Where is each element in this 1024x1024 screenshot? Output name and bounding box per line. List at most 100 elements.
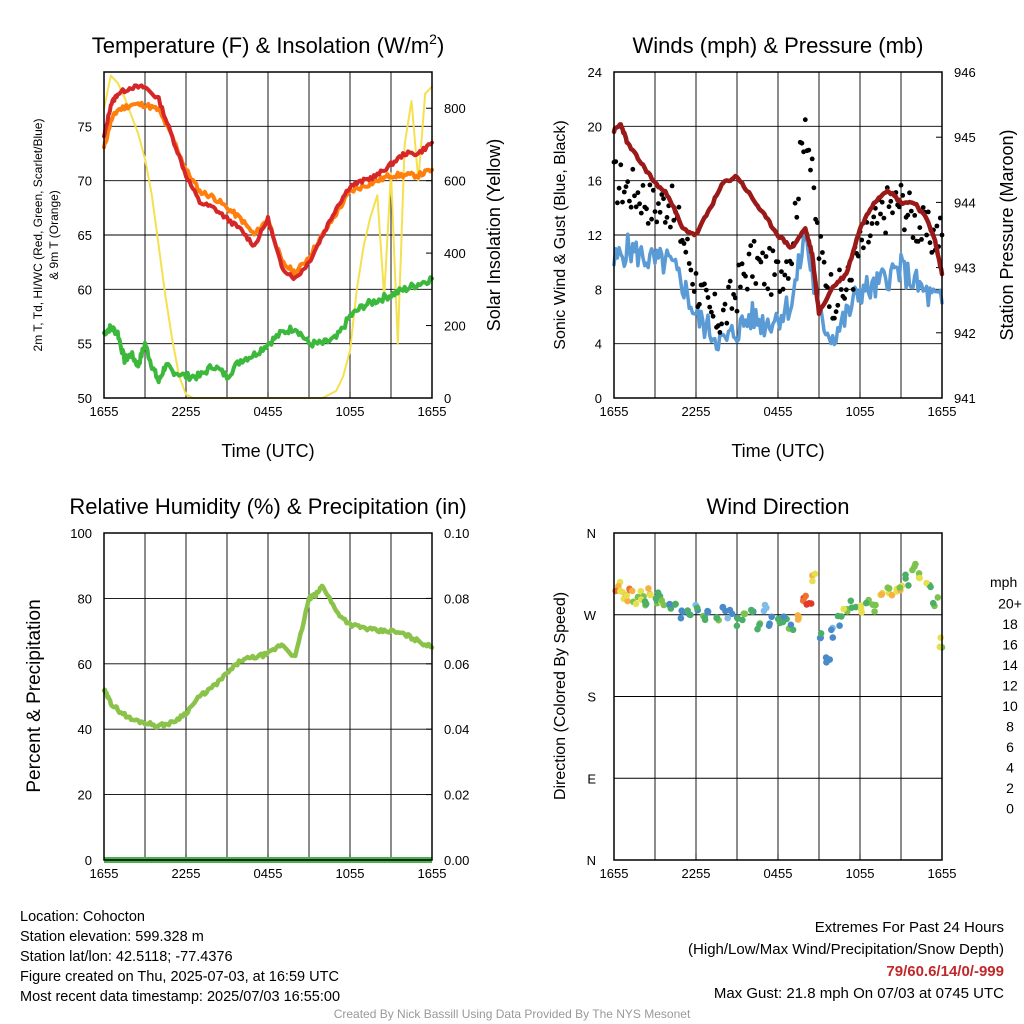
- gust-point: [724, 320, 730, 326]
- info-latlon: Station lat/lon: 42.5118; -77.4376: [20, 949, 233, 965]
- gust-point: [849, 277, 854, 283]
- wind-dir-point: [878, 591, 885, 598]
- y2-tick-label: 600: [444, 174, 466, 189]
- gust-point: [874, 220, 880, 226]
- wind-dir-point: [763, 604, 770, 612]
- y2-axis-label: Solar Insolation (Yellow): [484, 139, 504, 331]
- wind-dir-point: [838, 613, 845, 620]
- colorbar-label: 14: [1002, 657, 1018, 673]
- y2-tick-label: 946: [954, 65, 976, 80]
- wind-dir-point: [713, 614, 720, 622]
- gust-point: [760, 250, 765, 256]
- gust-point: [683, 249, 689, 255]
- x-tick-label: 2255: [172, 404, 201, 419]
- y-tick-label: 8: [595, 282, 602, 297]
- y2-tick-label: 0.04: [444, 722, 469, 737]
- y-tick-label: 70: [78, 174, 92, 189]
- x-axis-label: Time (UTC): [221, 441, 314, 461]
- y-tick-label: S: [587, 690, 596, 705]
- wind-dir-point: [923, 579, 930, 587]
- gust-point: [726, 284, 731, 290]
- wind-dir-point: [765, 622, 773, 629]
- y-tick-label: 75: [78, 119, 92, 134]
- gust-point: [621, 189, 627, 195]
- gust-point: [794, 214, 800, 220]
- wind-dir-point: [660, 601, 668, 609]
- wind-dir-point: [805, 600, 813, 607]
- colorbar-label: 0: [1006, 801, 1014, 817]
- y-tick-label: 20: [588, 119, 602, 134]
- gust-point: [649, 216, 654, 222]
- gust-point: [630, 166, 636, 172]
- wind-dir-point: [637, 587, 645, 595]
- wind-dir-point: [647, 591, 654, 599]
- gust-point: [881, 215, 887, 221]
- wind-dir-point: [809, 577, 816, 585]
- chart-title: Wind Direction: [706, 494, 849, 519]
- wind-dir-point: [684, 607, 691, 614]
- info-created: Figure created on Thu, 2025-07-03, at 16…: [20, 969, 339, 985]
- y-tick-label: 20: [78, 788, 92, 803]
- series-line-dewpoint: [102, 275, 434, 385]
- gust-point: [709, 309, 714, 315]
- wind-dir-point: [811, 570, 819, 578]
- gust-point: [789, 261, 795, 267]
- gust-point: [785, 276, 791, 281]
- gust-point: [806, 147, 812, 153]
- y-tick-label: 40: [78, 722, 92, 737]
- gust-point: [638, 210, 644, 216]
- y-axis-label: Percent & Precipitation: [24, 599, 45, 792]
- gust-point: [669, 183, 675, 189]
- gust-point: [924, 232, 929, 238]
- y-axis-label-line1: 2m T, Td, HI/WC (Red, Green, Scarlet/Blu…: [31, 119, 45, 352]
- gust-point: [671, 217, 677, 223]
- gust-point: [767, 245, 772, 251]
- gust-point: [799, 140, 805, 146]
- gust-point: [871, 214, 877, 220]
- gust-point: [739, 261, 745, 267]
- gust-point: [917, 225, 923, 231]
- y-tick-label: 100: [70, 526, 92, 541]
- gust-point: [920, 205, 926, 210]
- gust-point: [661, 196, 666, 202]
- colorbar-label: 4: [1006, 760, 1014, 776]
- y-tick-label: 0: [595, 391, 602, 406]
- gust-point: [780, 286, 786, 292]
- wind-dir-point: [728, 610, 736, 618]
- gust-point: [828, 272, 834, 277]
- wind-dir-point: [934, 594, 942, 601]
- wind-dir-point: [672, 600, 679, 608]
- gust-point: [645, 221, 651, 226]
- wind-dir-point: [749, 608, 756, 616]
- y-tick-label: 24: [588, 65, 602, 80]
- x-tick-label: 1055: [846, 404, 875, 419]
- wind-dir-point: [768, 613, 775, 621]
- gust-point: [768, 292, 774, 297]
- wind-dir-point: [829, 634, 837, 641]
- series-line-rh: [101, 583, 435, 730]
- gust-point: [615, 200, 620, 206]
- y2-tick-label: 0.08: [444, 591, 469, 606]
- gust-point: [753, 281, 759, 286]
- gust-point: [702, 281, 707, 287]
- gust-point: [820, 250, 825, 255]
- wind-dir-point: [826, 656, 833, 663]
- wind-dir-point: [905, 582, 912, 589]
- gust-point: [890, 210, 895, 216]
- y2-tick-label: 0: [444, 391, 451, 406]
- gust-point: [705, 295, 711, 300]
- x-tick-label: 1655: [90, 404, 119, 419]
- wind-dir-point: [780, 613, 788, 620]
- wind-dir-point: [847, 597, 855, 605]
- gust-point: [838, 287, 844, 292]
- extremes-max-gust: Max Gust: 21.8 mph On 07/03 at 0745 UTC: [713, 985, 1004, 1002]
- gust-point: [782, 272, 788, 278]
- colorbar-title: mph: [990, 574, 1017, 590]
- gust-point: [866, 239, 871, 245]
- gust-point: [900, 193, 906, 198]
- wind-dir-point: [704, 607, 711, 615]
- gust-point: [691, 289, 697, 294]
- y2-tick-label: 400: [444, 246, 466, 261]
- y2-axis-label: Station Pressure (Maroon): [997, 129, 1017, 340]
